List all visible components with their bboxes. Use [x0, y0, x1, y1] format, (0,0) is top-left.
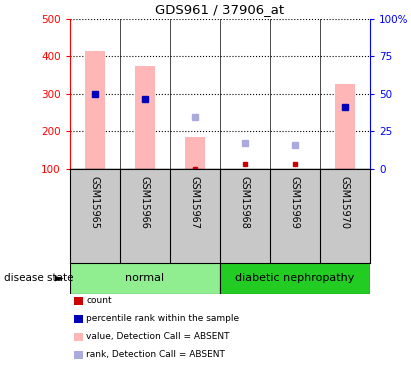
Text: GSM15968: GSM15968 [240, 176, 250, 229]
Text: disease state: disease state [4, 273, 74, 283]
Text: count: count [86, 296, 112, 305]
Text: GSM15969: GSM15969 [290, 176, 300, 229]
Text: GSM15966: GSM15966 [140, 176, 150, 229]
Bar [185, 137, 205, 169]
Bar [135, 66, 155, 169]
Bar [220, 262, 370, 294]
Text: normal: normal [125, 273, 164, 284]
Text: value, Detection Call = ABSENT: value, Detection Call = ABSENT [86, 332, 230, 341]
Text: percentile rank within the sample: percentile rank within the sample [86, 314, 240, 323]
Text: GSM15965: GSM15965 [90, 176, 100, 229]
Text: GSM15967: GSM15967 [190, 176, 200, 229]
Text: rank, Detection Call = ABSENT: rank, Detection Call = ABSENT [86, 350, 225, 359]
Text: diabetic nephropathy: diabetic nephropathy [235, 273, 355, 284]
Bar [85, 51, 105, 169]
Bar [335, 84, 355, 169]
Polygon shape [55, 276, 64, 282]
Text: GSM15970: GSM15970 [340, 176, 350, 229]
Bar [70, 262, 220, 294]
Title: GDS961 / 37906_at: GDS961 / 37906_at [155, 3, 284, 16]
